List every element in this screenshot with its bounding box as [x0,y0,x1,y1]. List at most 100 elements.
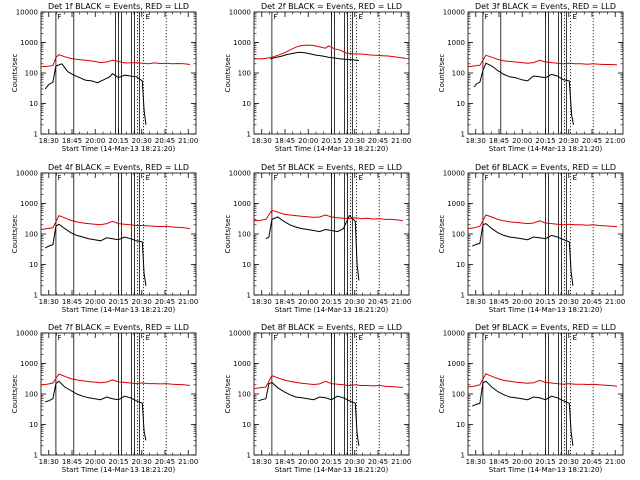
x-tick-label: 20:45 [155,458,175,466]
y-tick-label: 1 [34,452,38,460]
x-tick-label: 20:00 [512,137,532,145]
x-tick-label: 18:30 [466,298,486,306]
y-tick-label: 1 [247,452,251,460]
y-tick-label: 10000 [16,170,38,178]
x-tick-label: 20:45 [582,458,602,466]
y-tick-label: 10000 [229,170,251,178]
flag-letter-end: E [359,334,363,342]
flag-letter-end: E [359,174,363,182]
y-axis-label: Counts/sec [11,215,19,254]
x-tick-label: 20:45 [155,137,175,145]
plot-title: Det 9f BLACK = Events, RED = LLD [475,323,616,332]
x-tick-label: 20:30 [132,137,152,145]
series-lld-line [467,373,618,388]
det-plot-6: Det 6f BLACK = Events, RED = LLD 1 10 100 10… [438,163,625,314]
y-axis-label: Counts/sec [438,54,446,93]
series-lld-line [467,54,618,68]
y-tick-label: 100 [25,391,38,399]
y-tick-label: 1 [461,452,465,460]
series-lld-line [40,373,191,386]
plot-title: Det 2f BLACK = Events, RED = LLD [261,2,402,11]
flag-letter-end: E [146,174,150,182]
x-tick-label: 20:15 [535,298,555,306]
plot-title: Det 1f BLACK = Events, RED = LLD [48,2,189,11]
y-tick-label: 1000 [233,39,251,47]
det-plot-5: Det 5f BLACK = Events, RED = LLD 1 10 100 10… [224,163,411,314]
flag-letter-start: F [57,334,61,342]
y-tick-label: 1000 [447,39,465,47]
plot-title: Det 3f BLACK = Events, RED = LLD [475,2,616,11]
series-lld-line [40,54,191,68]
plot-title: Det 5f BLACK = Events, RED = LLD [261,163,402,172]
x-tick-label: 20:15 [321,298,341,306]
x-tick-label: 20:15 [321,137,341,145]
flag-letter-end: E [146,13,150,21]
flag-letter-start: F [484,174,488,182]
y-axis-label: Counts/sec [438,375,446,414]
x-tick-label: 21:00 [391,458,411,466]
y-tick-label: 1 [247,131,251,139]
x-tick-label: 18:45 [489,458,509,466]
y-tick-label: 10000 [443,9,465,17]
x-tick-label: 20:45 [155,298,175,306]
flag-letter-end: E [573,334,577,342]
y-tick-label: 10 [242,261,251,269]
flag-letter-end: E [359,13,363,21]
x-tick-label: 20:15 [535,137,555,145]
x-tick-label: 21:00 [178,458,198,466]
x-axis-label: Start Time (14-Mar-13 18:21:20) [275,306,389,314]
x-tick-label: 18:45 [275,137,295,145]
x-axis-label: Start Time (14-Mar-13 18:21:20) [489,145,603,153]
series-events-line [258,381,360,446]
y-tick-label: 100 [452,391,465,399]
y-tick-label: 1 [247,292,251,300]
y-tick-label: 10000 [443,330,465,338]
plot-title: Det 4f BLACK = Events, RED = LLD [48,163,189,172]
y-tick-label: 100 [238,231,251,239]
x-tick-label: 20:00 [298,458,318,466]
x-tick-label: 18:30 [39,137,59,145]
x-axis-label: Start Time (14-Mar-13 18:21:20) [489,466,603,474]
y-tick-label: 1 [461,131,465,139]
x-tick-label: 20:45 [368,298,388,306]
x-tick-label: 20:30 [132,458,152,466]
series-events-line [44,223,147,286]
x-tick-label: 21:00 [605,458,625,466]
x-tick-label: 21:00 [391,298,411,306]
flag-letter-start: F [273,334,277,342]
x-axis-label: Start Time (14-Mar-13 18:21:20) [62,306,176,314]
y-tick-label: 100 [25,231,38,239]
flag-letter-start: F [57,13,61,21]
series-events-line [472,380,574,446]
x-tick-label: 21:00 [605,137,625,145]
y-tick-label: 1000 [20,360,38,368]
flag-letter-start: F [273,174,277,182]
x-tick-label: 20:45 [368,137,388,145]
y-tick-label: 1 [461,292,465,300]
det-plot-3: Det 3f BLACK = Events, RED = LLD 1 10 100 10… [438,2,625,153]
y-tick-label: 1000 [20,39,38,47]
y-axis-label: Counts/sec [224,375,232,414]
x-tick-label: 21:00 [178,298,198,306]
flag-letter-end: E [146,334,150,342]
det-plot-8: Det 8f BLACK = Events, RED = LLD 1 10 100 10… [224,323,411,474]
x-tick-label: 20:45 [582,298,602,306]
x-tick-label: 20:00 [512,458,532,466]
det-plot-2: Det 2f BLACK = Events, RED = LLD 1 10 100 10… [224,2,411,153]
x-axis-label: Start Time (14-Mar-13 18:21:20) [275,145,389,153]
x-axis-label: Start Time (14-Mar-13 18:21:20) [489,306,603,314]
x-tick-label: 18:45 [275,298,295,306]
flag-letter-start: F [57,174,61,182]
x-tick-label: 18:30 [39,458,59,466]
x-axis-label: Start Time (14-Mar-13 18:21:20) [275,466,389,474]
x-tick-label: 18:45 [62,137,82,145]
y-axis-label: Counts/sec [224,215,232,254]
x-tick-label: 20:30 [345,137,365,145]
x-tick-label: 20:00 [298,137,318,145]
flag-letter-start: F [484,334,488,342]
x-tick-label: 18:30 [252,458,272,466]
x-tick-label: 20:15 [108,458,128,466]
y-tick-label: 10 [456,100,465,108]
y-tick-label: 10000 [16,9,38,17]
y-tick-label: 10000 [443,170,465,178]
